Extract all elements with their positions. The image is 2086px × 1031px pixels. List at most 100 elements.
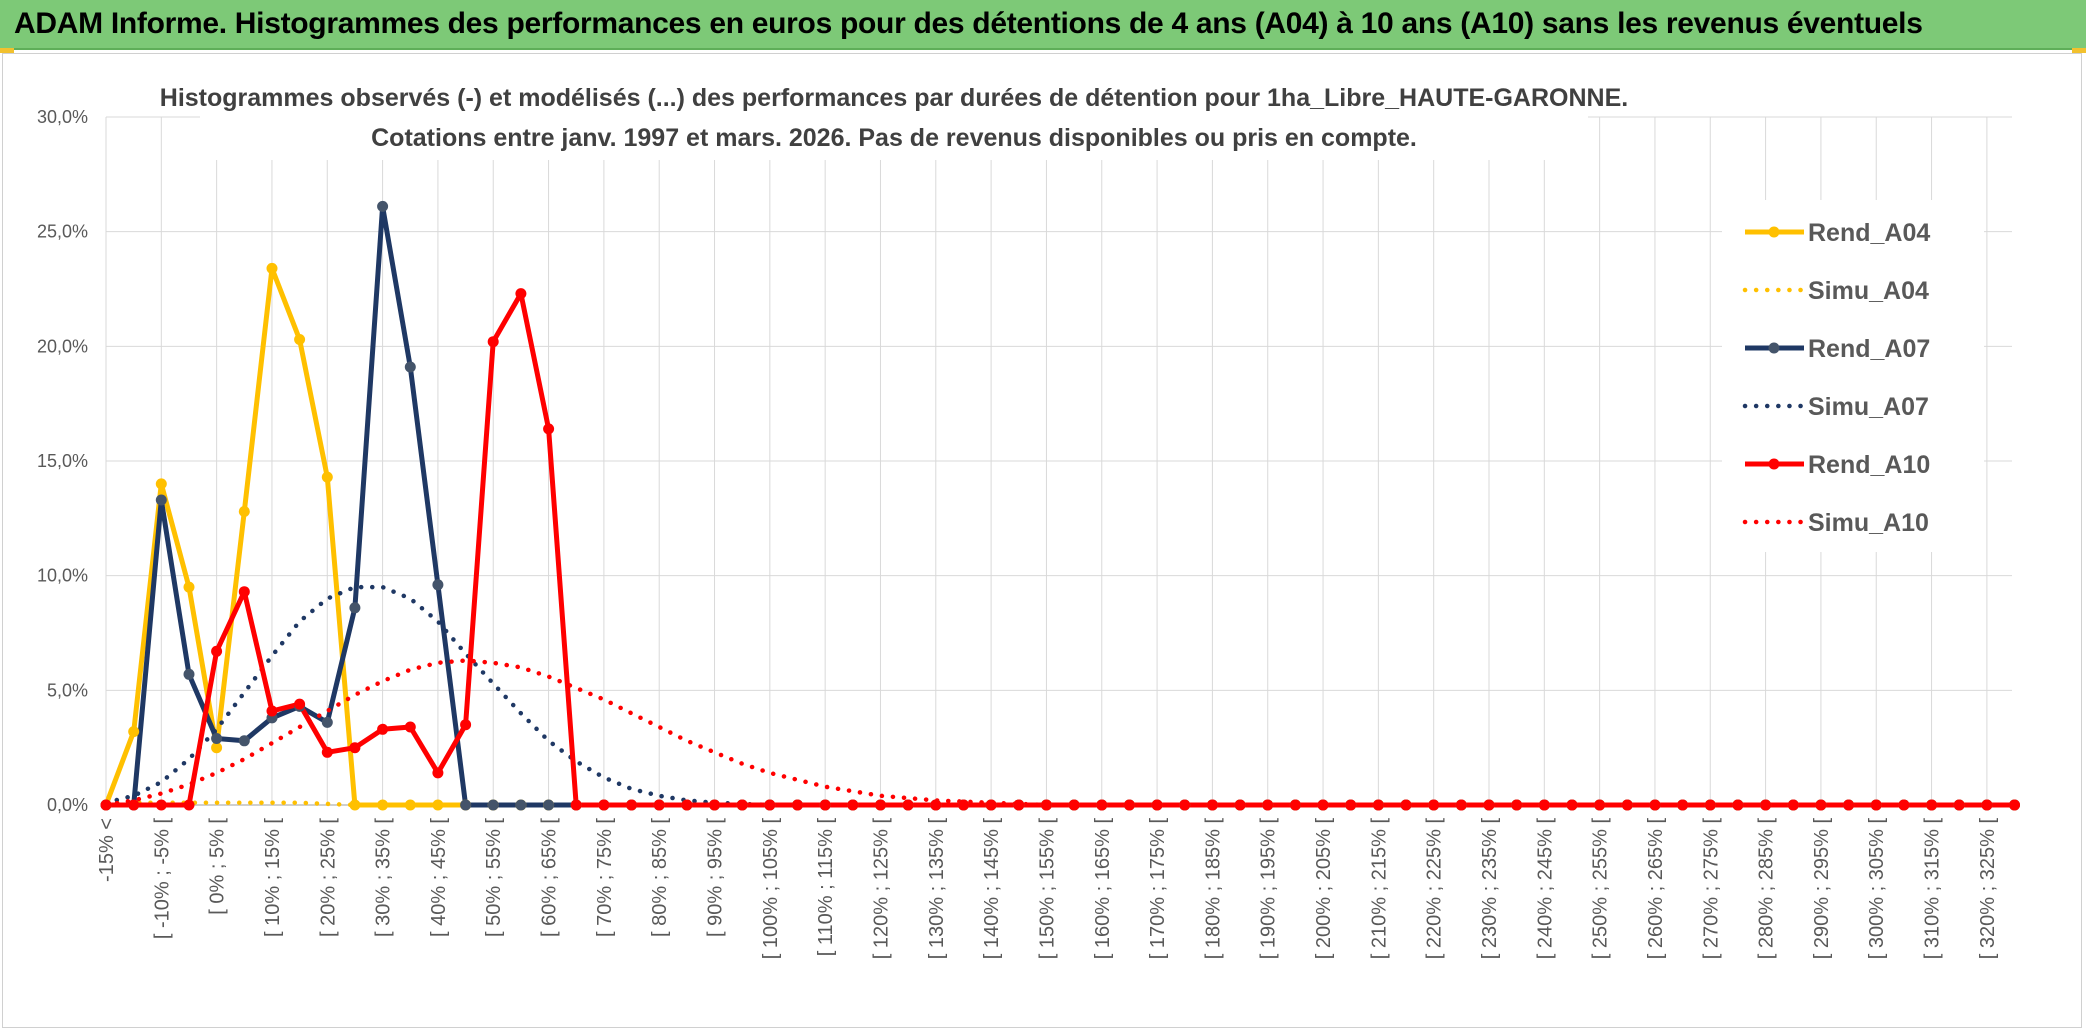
point-rend-a10: [626, 799, 637, 811]
point-rend-a10: [1151, 799, 1163, 811]
point-rend-a10: [1926, 799, 1938, 811]
legend-label-rend-a04: Rend_A04: [1808, 219, 1930, 247]
point-rend-a04: [183, 581, 195, 593]
y-tick-label: 5,0%: [47, 680, 88, 700]
point-rend-a07: [487, 799, 499, 811]
x-tick-label: [ 80% ; 85% [: [649, 818, 671, 937]
x-tick-label: [ 300% ; 305% [: [1866, 818, 1888, 960]
point-rend-a04: [238, 506, 250, 517]
point-rend-a10: [238, 586, 250, 598]
y-tick-label: 30,0%: [37, 107, 88, 127]
x-tick-label: [ 100% ; 105% [: [760, 818, 782, 960]
x-tick-label: [ 180% ; 185% [: [1202, 818, 1224, 960]
x-tick-label: [ 170% ; 175% [: [1147, 818, 1169, 960]
point-rend-a07: [377, 200, 389, 212]
x-tick-label: [ 150% ; 155% [: [1036, 818, 1058, 960]
point-rend-a04: [321, 471, 333, 483]
point-rend-a10: [1206, 799, 1218, 811]
point-rend-a10: [1317, 799, 1329, 811]
corner-accent-right: [2072, 48, 2086, 53]
x-tick-label: [ 190% ; 195% [: [1258, 818, 1280, 960]
point-rend-a10: [1566, 799, 1578, 811]
point-rend-a10: [736, 799, 748, 811]
point-rend-a10: [847, 799, 859, 811]
point-rend-a10: [432, 767, 444, 779]
x-tick-label: [ 240% ; 245% [: [1534, 818, 1556, 960]
point-rend-a07: [543, 799, 555, 811]
point-rend-a04: [349, 799, 361, 811]
point-rend-a10: [570, 799, 582, 811]
x-tick-label: [ 230% ; 235% [: [1479, 818, 1501, 960]
legend-box: [1722, 200, 1984, 552]
y-tick-label: 15,0%: [37, 451, 88, 471]
point-rend-a10: [100, 799, 112, 811]
point-rend-a10: [681, 799, 693, 811]
point-rend-a07: [238, 735, 250, 747]
x-tick-label: [ 0% ; 5% [: [207, 818, 229, 915]
point-rend-a10: [1179, 799, 1191, 811]
point-rend-a10: [1621, 799, 1633, 811]
point-rend-a04: [377, 799, 389, 811]
point-rend-a10: [709, 799, 720, 811]
chart-title-line2: Cotations entre janv. 1997 et mars. 2026…: [371, 124, 1417, 152]
legend-marker-rend-a04: [1768, 226, 1780, 238]
point-rend-a10: [930, 799, 942, 811]
x-tick-label: [ 30% ; 35% [: [373, 818, 395, 937]
point-rend-a04: [404, 799, 416, 811]
x-tick-label: [ 70% ; 75% [: [594, 818, 616, 937]
point-rend-a10: [1953, 799, 1965, 811]
x-tick-label: [ 130% ; 135% [: [926, 818, 948, 960]
point-rend-a10: [902, 799, 914, 811]
x-tick-label: [ 200% ; 205% [: [1313, 818, 1335, 960]
x-tick-label: [ 40% ; 45% [: [428, 818, 450, 937]
x-tick-label: [ 120% ; 125% [: [870, 818, 892, 960]
legend-marker-rend-a07: [1768, 342, 1780, 354]
x-tick-label: [ 10% ; 15% [: [262, 818, 284, 937]
point-rend-a10: [1372, 799, 1384, 811]
y-tick-label: 20,0%: [37, 336, 88, 356]
point-rend-a10: [1234, 799, 1246, 811]
point-rend-a10: [1511, 799, 1523, 811]
point-rend-a10: [460, 719, 472, 731]
x-tick-label: [ 290% ; 295% [: [1811, 818, 1833, 960]
point-rend-a04: [155, 478, 167, 490]
point-rend-a10: [1649, 799, 1661, 811]
point-rend-a10: [2009, 799, 2020, 811]
y-tick-label: 25,0%: [37, 222, 88, 242]
point-rend-a04: [266, 262, 278, 274]
x-tick-label: [ -10% ; -5% [: [151, 818, 173, 940]
point-rend-a10: [1400, 799, 1412, 811]
legend-marker-rend-a10: [1768, 458, 1780, 470]
point-rend-a04: [432, 799, 444, 811]
y-tick-label: 10,0%: [37, 566, 88, 586]
title-background: [200, 74, 1588, 160]
chart-title-line1: Histogrammes observés (-) et modélisés (…: [160, 84, 1628, 112]
point-rend-a10: [128, 799, 140, 811]
banner: ADAM Informe. Histogrammes des performan…: [0, 0, 2086, 50]
x-tick-label: [ 270% ; 275% [: [1700, 818, 1722, 960]
x-tick-label: [ 310% ; 315% [: [1922, 818, 1944, 960]
point-rend-a10: [155, 799, 167, 811]
point-rend-a07: [349, 602, 361, 614]
point-rend-a04: [128, 726, 140, 738]
point-rend-a10: [1538, 799, 1550, 811]
point-rend-a10: [1068, 799, 1080, 811]
point-rend-a10: [321, 746, 333, 758]
series-line-simu-a07: [103, 584, 2017, 808]
point-rend-a07: [460, 799, 472, 811]
x-tick-label: [ 220% ; 225% [: [1424, 818, 1446, 960]
x-tick-label: [ 90% ; 95% [: [705, 818, 727, 937]
point-rend-a10: [183, 799, 195, 811]
point-rend-a10: [404, 721, 416, 733]
point-rend-a07: [183, 668, 195, 680]
point-rend-a07: [155, 494, 167, 506]
point-rend-a10: [1677, 799, 1689, 811]
point-rend-a10: [958, 799, 969, 811]
point-rend-a10: [377, 723, 389, 735]
legend-label-simu-a10: Simu_A10: [1808, 509, 1929, 537]
point-rend-a10: [1870, 799, 1882, 811]
point-rend-a10: [1760, 799, 1772, 811]
point-rend-a10: [1123, 799, 1135, 811]
legend-label-simu-a04: Simu_A04: [1808, 277, 1929, 305]
